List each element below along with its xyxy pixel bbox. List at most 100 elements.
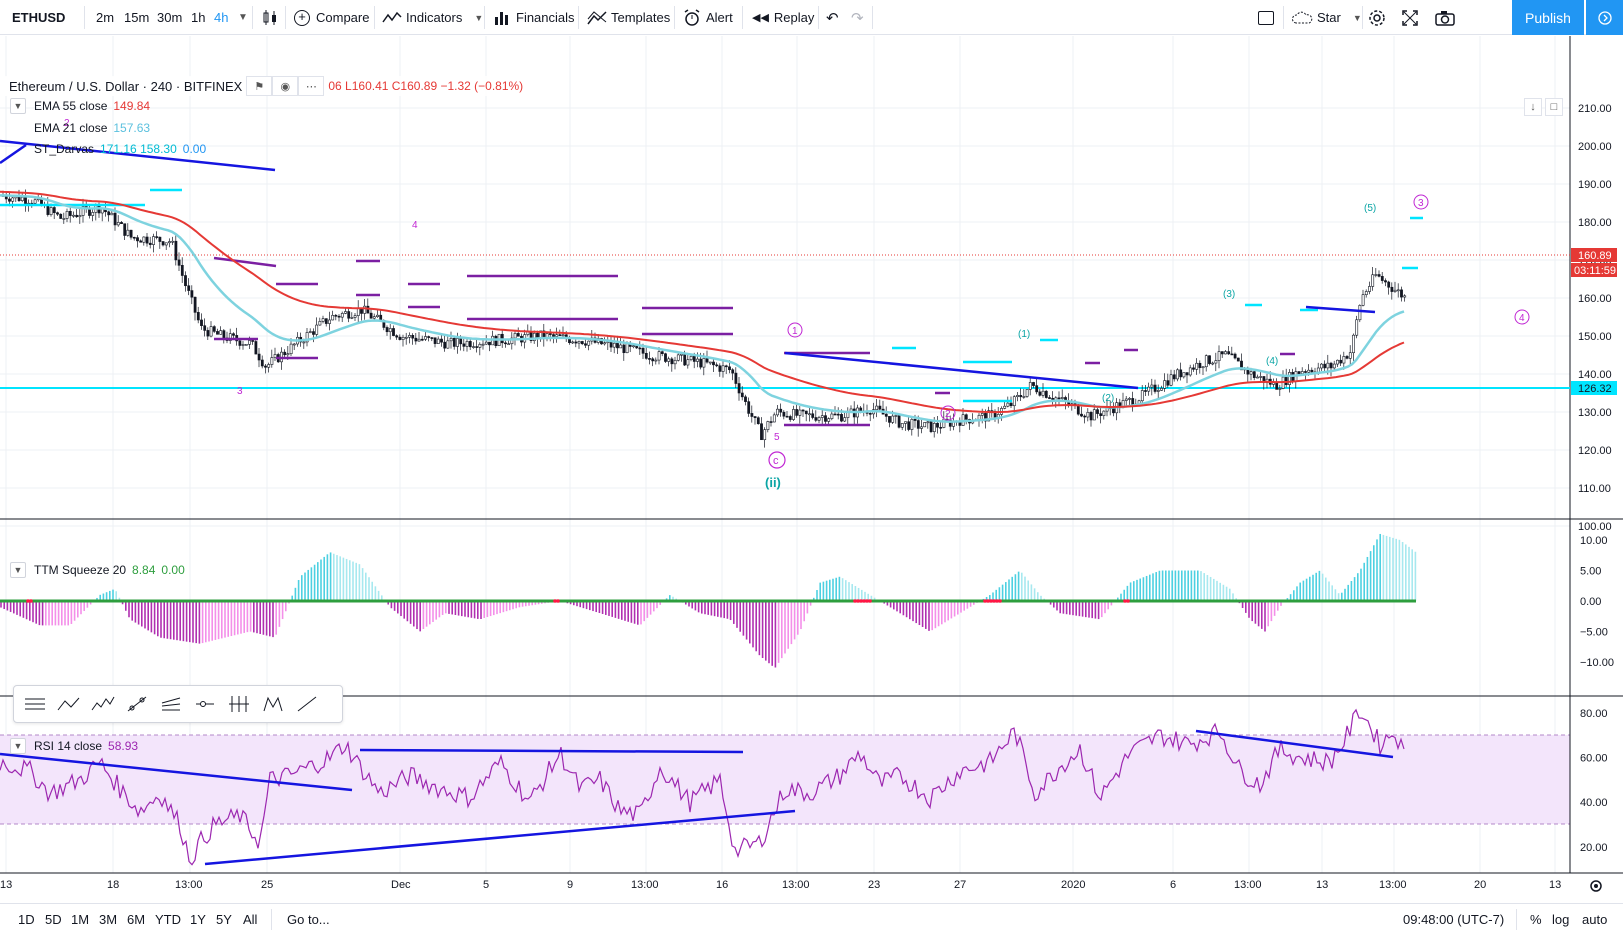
compare-button[interactable]: + Compare [294, 0, 369, 35]
range-5d[interactable]: 5D [45, 912, 62, 927]
wave-labels[interactable]: 2 4 3 5 c (ii) 1 2 3 4 (1) (2) (3) (4) (… [64, 118, 1530, 490]
rsi-legend[interactable]: ▼ RSI 14 close 58.93 [10, 737, 138, 755]
ema55-line[interactable] [0, 190, 1405, 414]
flag-icon[interactable]: ⚑ [246, 76, 273, 96]
rsi-trendline[interactable] [1195, 729, 1394, 759]
ema21-line[interactable] [0, 194, 1405, 423]
ttm-axis[interactable]: 10.00 5.00 0.00 −5.00 −10.00 [1580, 535, 1614, 669]
symbol-legend[interactable]: Ethereum / U.S. Dollar · 240 · BITFINEX … [5, 76, 524, 96]
darvas-legend[interactable]: ST_Darvas 171.16 158.30 0.00 [34, 140, 206, 158]
indicators-button[interactable]: Indicators ▼ [382, 0, 483, 35]
wave-label[interactable]: 3 [1418, 198, 1424, 209]
percent-toggle[interactable]: % [1530, 912, 1542, 927]
time-axis[interactable]: 13 18 13:00 25 Dec 5 9 13:00 16 13:00 23 27 2020 6 13:… [0, 879, 1561, 891]
replay-button[interactable]: ◀◀ Replay [752, 0, 814, 35]
elliott-wave-icon[interactable] [86, 689, 120, 719]
candle-body [785, 415, 789, 418]
range-ytd[interactable]: YTD [155, 912, 181, 927]
wave-label[interactable]: 4 [412, 220, 418, 231]
symbol-title[interactable]: Ethereum / U.S. Dollar · 240 · BITFINEX [5, 76, 247, 96]
collapse-chevron-icon[interactable]: ▼ [10, 562, 26, 578]
goto-button[interactable]: Go to... [287, 912, 330, 927]
auto-toggle[interactable]: auto [1582, 912, 1608, 927]
wave-label[interactable]: 3 [237, 386, 243, 397]
publish-button[interactable]: Publish [1512, 0, 1584, 35]
interval-1h[interactable]: 1h [191, 10, 206, 25]
wave-label[interactable]: 2 [64, 118, 70, 129]
layout-button[interactable]: Star ▼ [1291, 0, 1362, 35]
range-5y[interactable]: 5Y [216, 912, 232, 927]
trendline[interactable] [0, 143, 27, 165]
ttm-legend[interactable]: ▼ TTM Squeeze 20 8.84 0.00 [10, 561, 185, 579]
interval-15m[interactable]: 15m [124, 10, 150, 25]
wave-label[interactable]: 1 [792, 326, 798, 337]
wave-label[interactable]: (5) [1364, 203, 1376, 214]
camera-icon[interactable] [1435, 0, 1455, 35]
clock[interactable]: 09:48:00 (UTC-7) [1403, 912, 1505, 927]
chart-canvas[interactable]: 2 4 3 5 c (ii) 1 2 3 4 (1) (2) (3) (4) (… [0, 36, 1623, 904]
rsi-axis[interactable]: 80.00 60.00 40.00 20.00 [1580, 708, 1608, 854]
log-toggle[interactable]: log [1552, 912, 1570, 927]
expand-icon[interactable] [1402, 0, 1418, 35]
trendline[interactable] [784, 351, 1139, 390]
rsi-trendline[interactable] [204, 809, 796, 866]
rsi-line[interactable] [0, 708, 1405, 866]
templates-button[interactable]: Templates [587, 0, 670, 35]
abc-pattern-icon[interactable] [52, 689, 86, 719]
range-1y[interactable]: 1Y [190, 912, 206, 927]
trend-line-icon[interactable] [120, 689, 154, 719]
ttm-squeeze-dots [26, 599, 1130, 603]
wave-label[interactable]: (2) [1102, 393, 1114, 404]
interval-2m[interactable]: 2m [96, 10, 115, 25]
wave-label[interactable]: 5 [774, 432, 780, 443]
wave-label[interactable]: c [773, 455, 779, 467]
horizontal-ray-icon[interactable] [188, 689, 222, 719]
wave-label[interactable]: (1) [1018, 329, 1030, 340]
collapse-chevron-icon[interactable]: ▼ [10, 738, 26, 754]
trendline[interactable] [1305, 305, 1376, 314]
chart-area[interactable]: 2 4 3 5 c (ii) 1 2 3 4 (1) (2) (3) (4) (… [0, 36, 1623, 904]
ema55-legend[interactable]: ▼ EMA 55 close 149.84 [10, 97, 150, 115]
alert-button[interactable]: Alert [683, 0, 733, 35]
ema21-legend[interactable]: EMA 21 close 157.63 [34, 119, 150, 137]
wave-label[interactable]: 4 [1519, 313, 1525, 324]
more-icon[interactable]: ⋯ [298, 76, 325, 96]
rsi-trendline[interactable] [0, 752, 353, 792]
maximize-icon[interactable]: □ [1545, 98, 1563, 116]
candle-body [676, 354, 680, 361]
vertical-lines-icon[interactable] [222, 689, 256, 719]
channel-icon[interactable] [154, 689, 188, 719]
candle-style-icon[interactable] [262, 0, 278, 35]
darvas-box-edge[interactable] [213, 256, 277, 268]
pattern-icon[interactable] [256, 689, 290, 719]
price-axis[interactable]: 210.00200.00190.00180.00170.00160.00150.… [1578, 103, 1612, 533]
interval-30m[interactable]: 30m [157, 10, 183, 25]
horizontal-lines-icon[interactable] [18, 689, 52, 719]
range-1d[interactable]: 1D [18, 912, 35, 927]
trendline[interactable] [0, 139, 276, 172]
range-3m[interactable]: 3M [99, 912, 118, 927]
interval-4h[interactable]: 4h [214, 10, 229, 25]
undo-icon[interactable]: ↶ [826, 9, 839, 27]
settings-gear-icon[interactable] [1368, 0, 1386, 35]
candle-body [964, 414, 968, 420]
symbol-search-button[interactable]: ETHUSD [12, 10, 66, 25]
rsi-trendline[interactable] [359, 748, 744, 754]
range-6m[interactable]: 6M [127, 912, 146, 927]
wave-label[interactable]: (4) [1266, 356, 1278, 367]
fullscreen-box-icon[interactable] [1258, 0, 1274, 35]
publish-dropdown-icon[interactable] [1586, 0, 1623, 35]
range-all[interactable]: All [243, 912, 258, 927]
arrow-down-icon[interactable]: ↓ [1524, 98, 1542, 116]
financials-button[interactable]: Financials [493, 0, 575, 35]
wave-label[interactable]: (ii) [765, 475, 781, 490]
collapse-chevron-icon[interactable]: ▼ [10, 98, 26, 114]
wave-label[interactable]: 2 [945, 409, 951, 420]
interval-dropdown-icon[interactable]: ▼ [238, 12, 248, 23]
range-1m[interactable]: 1M [71, 912, 90, 927]
ray-line-icon[interactable] [290, 689, 324, 719]
axis-settings-gear-icon[interactable] [1590, 880, 1602, 892]
wave-label[interactable]: (3) [1223, 289, 1235, 300]
redo-icon[interactable]: ↷ [851, 9, 864, 27]
eye-icon[interactable]: ◉ [272, 76, 299, 96]
